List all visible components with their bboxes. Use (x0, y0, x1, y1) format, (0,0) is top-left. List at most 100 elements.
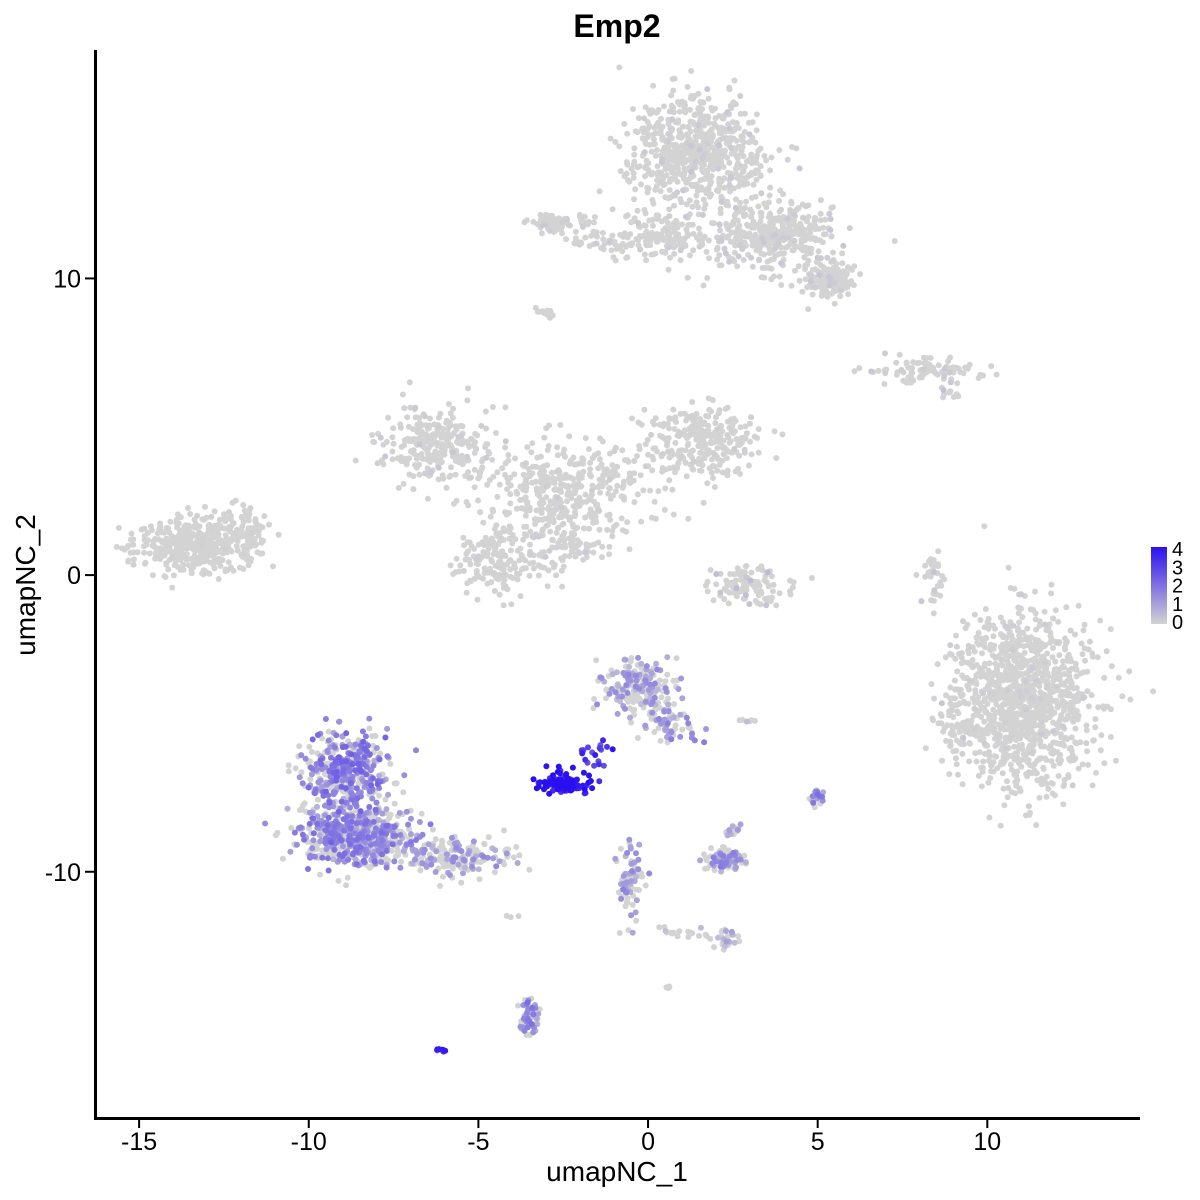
cell-point (539, 516, 546, 523)
cell-point (651, 421, 658, 428)
cell-point (997, 614, 1004, 621)
cell-point (493, 430, 499, 436)
cell-point (749, 119, 756, 126)
cell-point (687, 128, 694, 135)
cell-point (697, 429, 704, 436)
cell-point (369, 432, 376, 438)
cell-point (768, 573, 775, 580)
cell-point (802, 244, 809, 251)
cell-point (726, 439, 733, 446)
cell-point (1078, 640, 1085, 647)
cell-point (680, 151, 687, 158)
cell-point (945, 358, 952, 365)
cell-point (1029, 709, 1036, 716)
cell-point (1012, 679, 1019, 686)
cell-point (505, 480, 512, 486)
cell-point (1047, 709, 1054, 716)
cell-point (749, 210, 756, 216)
cell-point (737, 199, 744, 206)
cell-point (749, 224, 756, 231)
cell-point (314, 796, 321, 803)
cell-point (795, 231, 802, 238)
cell-point (686, 221, 693, 228)
cell-point (1093, 769, 1099, 776)
cell-point (767, 210, 773, 217)
cell-point (475, 497, 482, 504)
cell-point (621, 496, 627, 503)
cell-point (687, 252, 693, 259)
cell-point (770, 256, 777, 262)
cell-point (716, 461, 723, 468)
cell-point (795, 263, 802, 270)
cell-point (984, 619, 991, 626)
cell-point (631, 499, 638, 506)
cell-point (676, 108, 683, 115)
cell-point (979, 768, 986, 775)
cell-point (724, 198, 730, 205)
cell-point (670, 220, 677, 227)
cell-point (601, 466, 608, 473)
cell-point (169, 584, 176, 591)
cell-point (727, 571, 734, 577)
cell-point (1050, 762, 1057, 769)
cell-point (993, 668, 1000, 675)
cell-point (642, 210, 649, 217)
cell-point (973, 634, 980, 641)
cell-point (489, 456, 496, 463)
cell-point (845, 291, 852, 298)
cell-point (229, 499, 236, 506)
cell-point (222, 532, 229, 539)
cell-point (648, 715, 655, 722)
cell-point (1028, 634, 1034, 641)
cell-point (511, 471, 518, 478)
cell-point (1097, 617, 1104, 624)
cell-point (1101, 674, 1108, 681)
cell-point (993, 682, 999, 689)
cell-point (506, 535, 513, 542)
cell-point (390, 425, 397, 432)
cell-point (977, 371, 984, 378)
cell-point (596, 456, 603, 463)
cell-point (706, 465, 713, 472)
cell-point (541, 434, 548, 441)
cell-point (995, 673, 1001, 679)
cell-point (807, 222, 814, 229)
cell-point (768, 276, 775, 283)
cell-point (630, 170, 637, 177)
cell-point (1085, 761, 1091, 768)
cell-point (717, 205, 724, 212)
cell-point (215, 576, 222, 582)
cell-point (954, 380, 961, 387)
cell-point (1032, 588, 1038, 595)
cell-point (1063, 639, 1070, 646)
cell-point (819, 276, 826, 283)
cell-point (785, 230, 792, 237)
cell-point (733, 196, 739, 203)
cell-point (1002, 651, 1009, 658)
cell-point (487, 513, 494, 520)
cell-point (837, 293, 844, 300)
cell-point (702, 428, 709, 435)
cell-point (714, 256, 721, 263)
cell-point (638, 233, 645, 240)
cell-point (535, 572, 542, 579)
cell-point (1001, 802, 1008, 809)
cell-point (784, 156, 791, 163)
cell-point (703, 190, 710, 197)
cell-point (637, 472, 644, 479)
cell-point (471, 484, 478, 491)
cell-point (930, 610, 937, 617)
cell-point (174, 511, 181, 518)
cell-point (733, 593, 740, 600)
cell-point (631, 458, 638, 464)
cell-point (507, 566, 514, 573)
cell-point (691, 112, 698, 118)
cell-point (486, 450, 493, 457)
cell-point (588, 473, 594, 480)
cell-point (491, 525, 498, 532)
cell-point (437, 883, 443, 889)
cell-point (390, 440, 397, 447)
cell-point (1072, 664, 1079, 671)
cell-point (1079, 651, 1086, 658)
cell-point (755, 426, 762, 432)
